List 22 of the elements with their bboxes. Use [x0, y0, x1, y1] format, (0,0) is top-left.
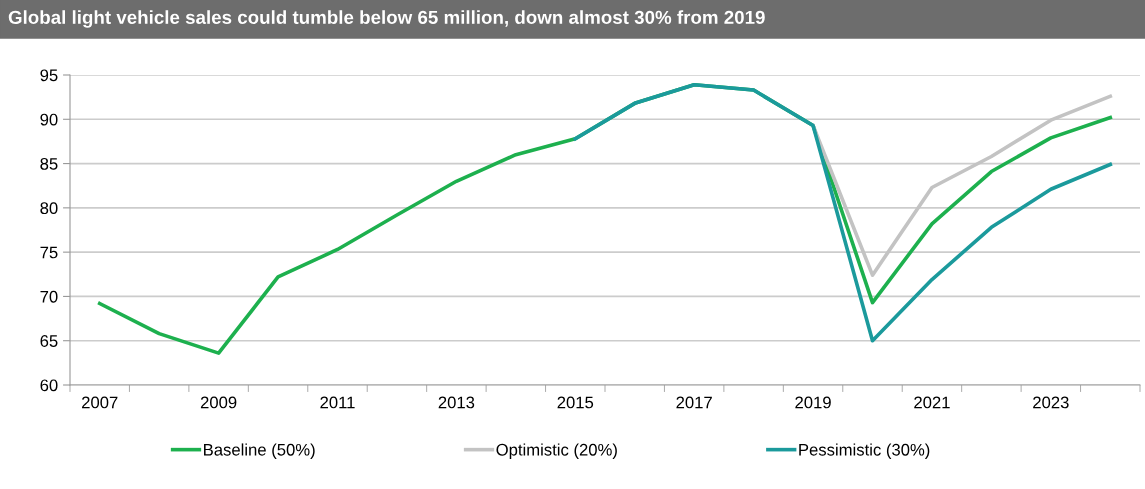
y-tick-label: 95	[40, 69, 58, 82]
x-tick-label: 2021	[914, 396, 950, 409]
legend-label: Baseline (50%)	[204, 443, 315, 459]
x-tick-label: 2013	[438, 396, 475, 409]
y-tick-label: 75	[40, 246, 58, 259]
y-tick-label: 65	[40, 335, 58, 347]
legend-label: Optimistic (20%)	[496, 443, 617, 459]
x-tick-label: 2009	[200, 396, 237, 409]
x-tick-label: 2017	[676, 396, 712, 409]
y-tick-label: 70	[40, 290, 58, 303]
line-series	[573, 82, 1113, 343]
x-tick-label: 2019	[795, 396, 831, 409]
x-tick-label: 2011	[320, 396, 355, 409]
y-tick-label: 80	[40, 202, 58, 215]
legend-label: Pessimistic (30%)	[799, 443, 930, 459]
chart-title: Global light vehicle sales could tumble below 65 million, down almost 30% from 2019	[8, 10, 765, 28]
y-tick-label: 85	[40, 157, 58, 170]
y-tick-label: 90	[40, 113, 58, 126]
x-tick-label: 2007	[82, 396, 118, 409]
y-tick-label: 60	[40, 379, 58, 392]
x-tick-label: 2023	[1033, 396, 1069, 409]
x-tick-label: 2015	[557, 396, 594, 409]
